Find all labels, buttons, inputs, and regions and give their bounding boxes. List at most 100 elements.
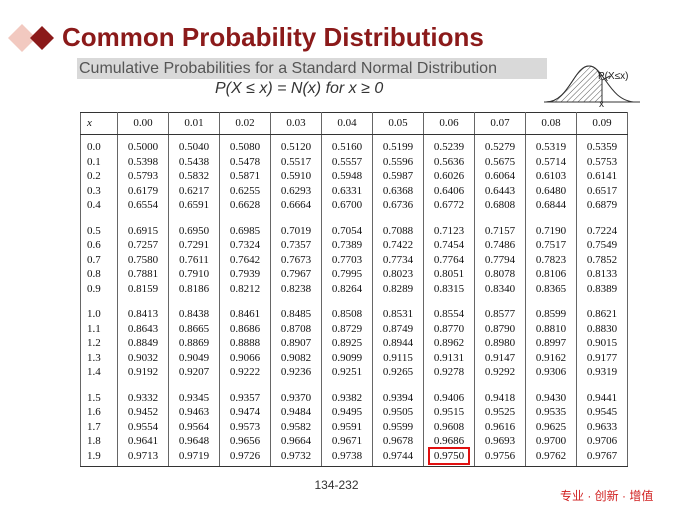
table-cell: 0.9726: [219, 448, 271, 467]
probability-table: x 0.00 0.01 0.02 0.03 0.04 0.05 0.06 0.07 0.08 0.0…: [80, 112, 628, 467]
table-cell: 0.7642: [219, 252, 271, 267]
table-cell: 0.9131: [423, 350, 475, 365]
table-cell: 0.5636: [423, 154, 475, 169]
cell-text: 0.8770: [433, 322, 465, 335]
table-cell: 0.7995: [321, 267, 373, 282]
cell-text: 0.6: [87, 239, 101, 251]
table-cell: 0.8643: [117, 321, 169, 336]
cell-text: 0.5871: [229, 170, 261, 182]
cell-text: 0.5040: [178, 141, 210, 153]
table-cell: 0.6736: [372, 198, 424, 213]
cell-text: 0.2: [87, 170, 101, 182]
cell-text: 0.8888: [229, 337, 261, 349]
cell-text: 0.0: [87, 141, 101, 153]
cell-text: 0.9700: [535, 435, 567, 447]
cell-text: 0.8621: [586, 308, 618, 320]
cell-text: 0.9726: [229, 449, 261, 462]
table-cell: 0.5793: [117, 169, 169, 184]
table-cell: 0.7454: [423, 238, 475, 253]
cell-text: 0.5910: [280, 170, 312, 182]
cell-text: 0.04: [337, 117, 357, 130]
table-row: 1.2 0.8849 0.8869 0.8888 0.8907 0.8925 0.8944 0…: [80, 336, 628, 351]
cell-text: 0.8413: [127, 308, 159, 320]
table-cell: 0.5279: [474, 134, 526, 155]
table-cell: 0.9394: [372, 379, 424, 405]
table-cell: 0.9345: [168, 379, 220, 405]
cell-text: 0.5239: [433, 141, 465, 153]
table-cell: 0.8849: [117, 336, 169, 351]
table-row: 1.0 0.8413 0.8438 0.8461 0.8485 0.8508 0.8531 0…: [80, 296, 628, 322]
cell-text: 0.8944: [382, 337, 414, 349]
table-cell: 0.7549: [576, 238, 628, 253]
table-cell: 0.9495: [321, 405, 373, 420]
cell-text: 0.5832: [178, 170, 210, 182]
table-cell: 0.8023: [372, 267, 424, 282]
slogan: 专业 · 创新 · 增值: [560, 489, 654, 503]
cell-text: 0.8907: [280, 337, 312, 349]
cell-text: 0.8340: [484, 282, 516, 295]
table-cell: 0.5987: [372, 169, 424, 184]
cell-text: 0.6217: [178, 184, 210, 197]
cell-text: 0.5160: [331, 141, 363, 153]
table-cell: 0.5478: [219, 154, 271, 169]
icon-axis-label: x: [599, 99, 604, 108]
table-cell: 0.3: [80, 183, 118, 198]
table-cell: 0.6950: [168, 212, 220, 238]
subtitle: Cumulative Probabilities for a Standard …: [77, 58, 547, 79]
cell-text: 0.7703: [331, 253, 363, 266]
cell-text: 0.8997: [535, 337, 567, 349]
cell-text: 0.9292: [484, 366, 516, 378]
cell-text: 0.8078: [484, 268, 516, 280]
cell-text: 0.6443: [484, 184, 516, 197]
table-row: 0.2 0.5793 0.5832 0.5871 0.5910 0.5948 0.5987 0…: [80, 169, 628, 184]
table-cell: 0.7881: [117, 267, 169, 282]
icon-label: P(X≤x): [598, 71, 629, 82]
table-cell: 0.8413: [117, 296, 169, 322]
table-cell: 0.6628: [219, 198, 271, 213]
table-cell: 1.2: [80, 336, 118, 351]
cell-text: 0.8665: [178, 322, 210, 335]
table-cell: 0.9678: [372, 434, 424, 449]
table-cell: 0.9357: [219, 379, 271, 405]
table-cell: 0.9608: [423, 419, 475, 434]
table-cell: 1.5: [80, 379, 118, 405]
table-cell: 0.9756: [474, 448, 526, 467]
table-cell: 0.5040: [168, 134, 220, 155]
table-cell: 0.7123: [423, 212, 475, 238]
table-cell: 0.6554: [117, 198, 169, 213]
table-cell: 0.8078: [474, 267, 526, 282]
cell-text: 0.07: [490, 117, 510, 130]
table-cell: 0.8: [80, 267, 118, 282]
cell-text: 0.9370: [280, 391, 312, 404]
cell-text: 0.7454: [433, 239, 465, 251]
table-cell: 0.06: [423, 112, 475, 135]
cell-text: 0.7389: [331, 239, 363, 251]
table-row: 1.3 0.9032 0.9049 0.9066 0.9082 0.9099 0.9115 0…: [80, 350, 628, 365]
cell-text: 0.9474: [229, 406, 261, 418]
table-cell: 0.09: [576, 112, 628, 135]
cell-text: 0.5517: [280, 155, 312, 168]
table-cell: 0.6480: [525, 183, 577, 198]
cell-text: 0.9767: [586, 449, 618, 462]
table-cell: 0.9656: [219, 434, 271, 449]
cell-text: 0.8365: [535, 282, 567, 295]
table-cell: 0.9441: [576, 379, 628, 405]
table-cell: 0.6026: [423, 169, 475, 184]
table-cell: 0.9686: [423, 434, 475, 449]
table-cell: 0.8212: [219, 281, 271, 296]
table-cell: 0.05: [372, 112, 424, 135]
table-cell: 0.7764: [423, 252, 475, 267]
cell-text: 0.9147: [484, 351, 516, 364]
table-row: 0.5 0.6915 0.6950 0.6985 0.7019 0.7054 0.7088 0…: [80, 212, 628, 238]
table-cell: 0.5753: [576, 154, 628, 169]
cell-text: 0.9656: [229, 435, 261, 447]
table-cell: 0.8315: [423, 281, 475, 296]
table-cell: 0.9192: [117, 365, 169, 380]
cell-text: 0.9693: [484, 435, 516, 447]
table-cell: 0.6700: [321, 198, 373, 213]
cell-text: 0.9573: [229, 420, 261, 433]
table-cell: 0.9564: [168, 419, 220, 434]
cell-text: 0.9222: [229, 366, 261, 378]
table-cell: 0.8389: [576, 281, 628, 296]
table-cell: 0.4: [80, 198, 118, 213]
